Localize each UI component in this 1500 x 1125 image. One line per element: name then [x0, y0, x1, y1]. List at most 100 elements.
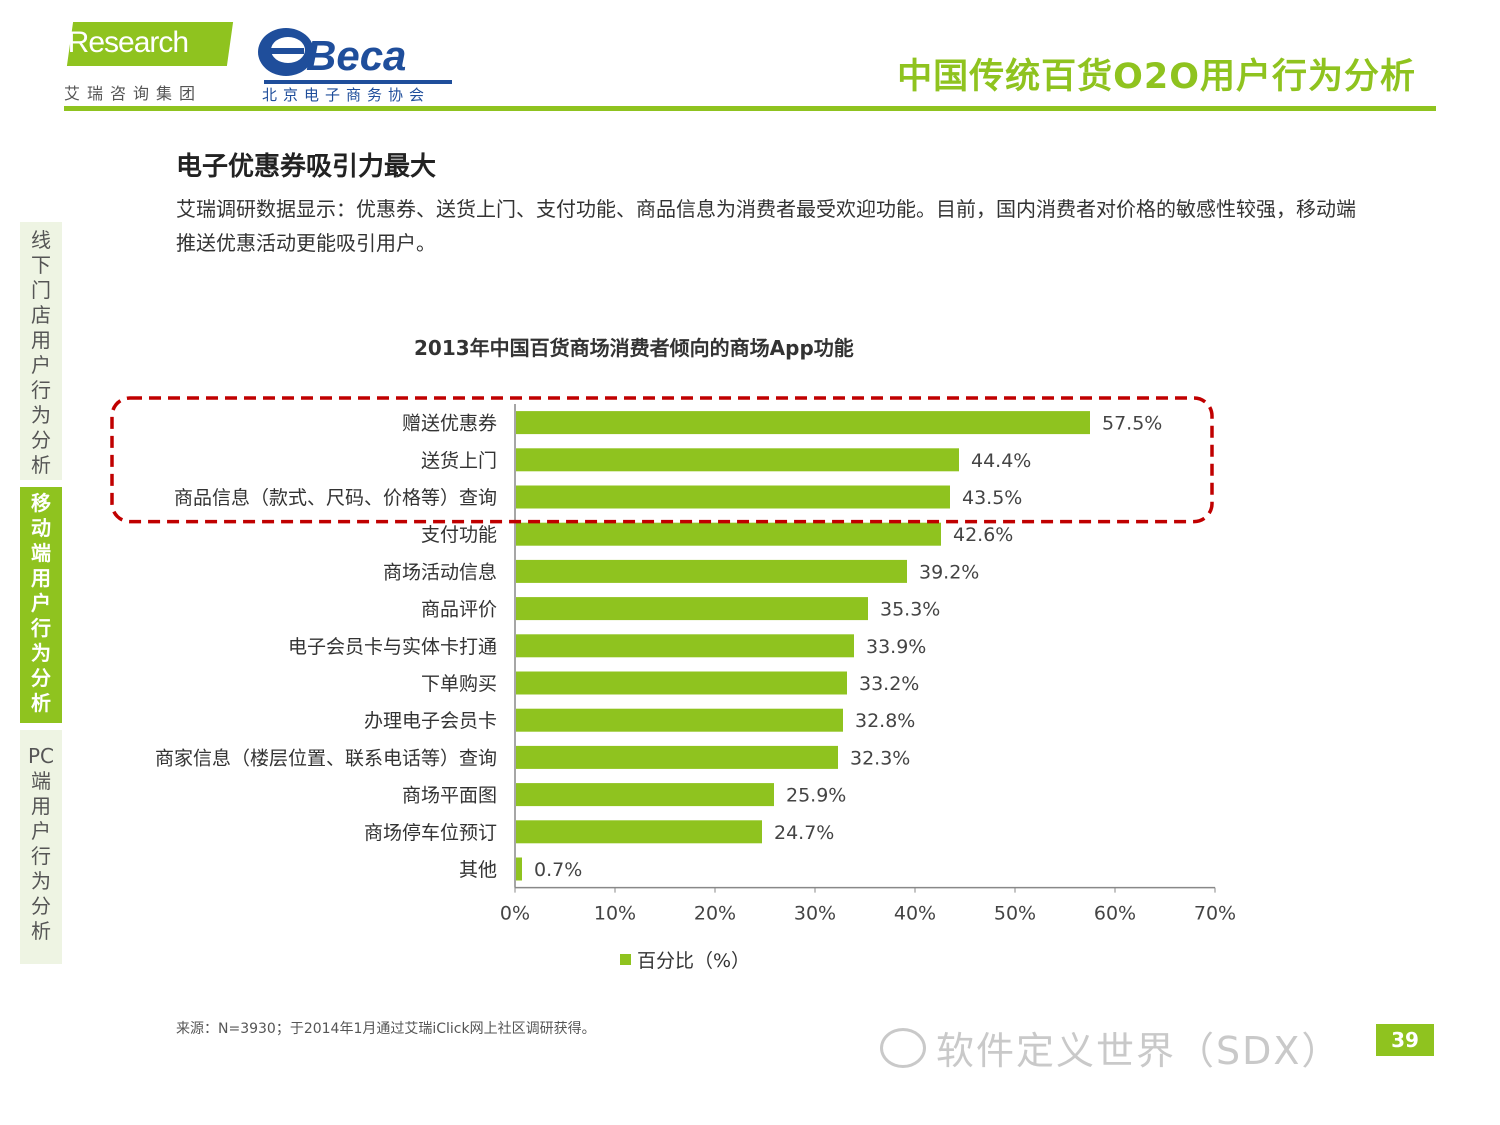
- iresearch-wordmark: iResearch: [62, 26, 189, 59]
- side-tab-char: 行: [31, 378, 51, 402]
- x-tick-label: 50%: [994, 903, 1036, 925]
- category-label: 商场平面图: [402, 785, 497, 807]
- watermark-text: 软件定义世界（SDX）: [936, 1029, 1342, 1073]
- value-label: 57.5%: [1102, 413, 1162, 435]
- category-label: 商场活动信息: [383, 561, 497, 583]
- value-label: 33.2%: [859, 673, 919, 695]
- legend-swatch: [620, 954, 631, 965]
- beca-wordmark: Beca: [306, 32, 407, 79]
- value-label: 33.9%: [866, 636, 926, 658]
- report-title: 中国传统百货O2O用户行为分析: [897, 57, 1416, 97]
- iresearch-subtitle: 艾瑞咨询集团: [64, 84, 203, 103]
- side-tab-char: 店: [31, 303, 51, 327]
- side-tab-char: 户: [31, 353, 51, 377]
- chart-bar: [516, 559, 907, 583]
- side-tab-char: 端: [31, 769, 51, 793]
- value-label: 32.8%: [855, 710, 915, 732]
- chart-bar: [516, 522, 941, 546]
- category-label: 商家信息（楼层位置、联系电话等）查询: [155, 747, 497, 769]
- iresearch-logo: iResearch: [62, 18, 234, 88]
- side-tab-char: 线: [31, 228, 51, 252]
- category-label: 电子会员卡与实体卡打通: [288, 636, 497, 658]
- beca-underline: [264, 80, 452, 84]
- category-label: 商品信息（款式、尺码、价格等）查询: [174, 487, 497, 509]
- side-tab-char: 用: [31, 794, 51, 818]
- side-tab-char: 动: [31, 516, 51, 540]
- side-tab-char: 户: [31, 819, 51, 843]
- side-tab-char: 用: [31, 328, 51, 352]
- chart-bar: [516, 597, 868, 621]
- category-label: 办理电子会员卡: [364, 710, 497, 732]
- category-label: 送货上门: [421, 450, 497, 472]
- value-label: 39.2%: [919, 561, 979, 583]
- side-tab-char: 门: [31, 278, 51, 302]
- section-body: 艾瑞调研数据显示：优惠券、送货上门、支付功能、商品信息为消费者最受欢迎功能。目前…: [176, 197, 1356, 255]
- side-tab-char: 分: [31, 894, 51, 918]
- side-tab-char: 析: [31, 691, 51, 715]
- side-tab-mobile[interactable]: 移动端用户行为分析: [20, 487, 62, 723]
- wechat-icon: [880, 1027, 926, 1068]
- side-tab-char: 下: [31, 253, 51, 277]
- chart-bar: [516, 783, 774, 807]
- section-title: 电子优惠券吸引力最大: [176, 152, 437, 182]
- chart-bar: [516, 708, 843, 732]
- page-number: 39: [1376, 1024, 1434, 1056]
- highlight-box: [110, 396, 1214, 524]
- value-label: 24.7%: [774, 822, 834, 844]
- x-tick-label: 70%: [1194, 903, 1236, 925]
- side-tab-char: 用: [31, 566, 51, 590]
- chart-bar: [516, 671, 847, 695]
- x-tick-label: 20%: [694, 903, 736, 925]
- chart-bar: [516, 820, 762, 844]
- value-label: 43.5%: [962, 487, 1022, 509]
- x-tick-label: 40%: [894, 903, 936, 925]
- side-tab-char: 分: [31, 428, 51, 452]
- side-tab-char: 户: [31, 591, 51, 615]
- chart-legend: 百分比（%）: [620, 946, 750, 973]
- side-tab-char: 行: [31, 844, 51, 868]
- x-tick-label: 10%: [594, 903, 636, 925]
- side-tab-char: 析: [31, 919, 51, 943]
- chart-bar: [516, 411, 1090, 435]
- value-label: 25.9%: [786, 785, 846, 807]
- chart-bar: [516, 745, 838, 769]
- value-label: 42.6%: [953, 524, 1013, 546]
- side-tab-char: PC: [27, 744, 55, 768]
- value-label: 44.4%: [971, 450, 1031, 472]
- side-tab-char: 行: [31, 616, 51, 640]
- chart-bar: [516, 857, 522, 881]
- category-label: 商品评价: [421, 599, 497, 621]
- side-tab-char: 为: [31, 403, 51, 427]
- chart-bar: [516, 634, 854, 658]
- side-tab-char: 分: [31, 666, 51, 690]
- category-label: 下单购买: [421, 673, 497, 695]
- side-tab-offline[interactable]: 线下门店用户行为分析: [20, 222, 62, 480]
- side-tab-char: 为: [31, 641, 51, 665]
- side-tab-char: 端: [31, 541, 51, 565]
- header-rule: [64, 106, 1436, 111]
- category-label: 支付功能: [421, 524, 497, 546]
- chart-bar: [516, 448, 959, 472]
- category-label: 其他: [459, 859, 497, 881]
- value-label: 35.3%: [880, 599, 940, 621]
- legend-label: 百分比（%）: [637, 950, 751, 972]
- chart-bar: [516, 485, 950, 509]
- category-label: 赠送优惠券: [402, 413, 497, 435]
- value-label: 0.7%: [534, 859, 582, 881]
- value-label: 32.3%: [850, 747, 910, 769]
- x-tick-label: 30%: [794, 903, 836, 925]
- category-label: 商场停车位预订: [364, 822, 497, 844]
- x-tick-label: 60%: [1094, 903, 1136, 925]
- chart-title: 2013年中国百货商场消费者倾向的商场App功能: [414, 336, 854, 360]
- source-note: 来源：N=3930；于2014年1月通过艾瑞iClick网上社区调研获得。: [176, 1021, 596, 1037]
- side-tab-pc[interactable]: PC 端用户行为分析: [20, 730, 62, 964]
- side-tab-char: 为: [31, 869, 51, 893]
- side-tab-char: 析: [31, 453, 51, 477]
- x-tick-label: 0%: [500, 903, 530, 925]
- beca-logo: Beca 北京电子商务协会: [256, 22, 456, 104]
- beca-e-icon: [258, 28, 314, 76]
- beca-subtitle: 北京电子商务协会: [262, 86, 431, 104]
- side-tab-char: 移: [31, 491, 51, 515]
- watermark: 软件定义世界（SDX）: [880, 1020, 1341, 1075]
